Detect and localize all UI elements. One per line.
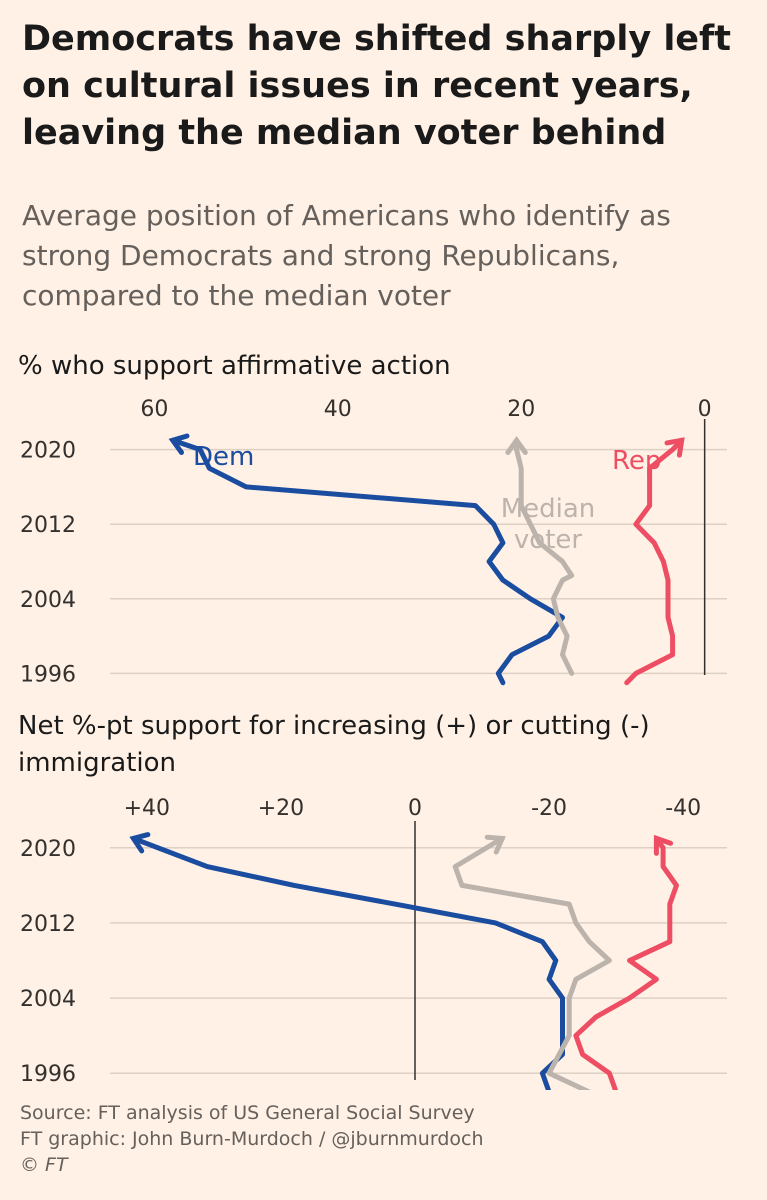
immigration-chart: 2020 2012 2004 1996 +40 +20 0 -20 -40	[20, 796, 727, 1090]
x-tick-label-40: +40	[124, 796, 170, 821]
series-line-dem	[130, 835, 565, 1090]
x-tick-label-60: 60	[140, 397, 168, 422]
series-arrowhead-median-voter	[505, 435, 528, 455]
series-label-rep: Rep	[612, 446, 661, 476]
series-arrowhead-dem	[168, 433, 190, 455]
affirmative-action-chart: 2020 2012 2004 1996 60 40 20 0 Dem Median voter Rep	[20, 397, 727, 687]
series-line-dem	[170, 437, 565, 686]
y-tick-label-2012: 2012	[20, 513, 76, 538]
x-tick-label-0: 0	[408, 796, 422, 821]
source-note: Source: FT analysis of US General Social…	[20, 1102, 475, 1124]
series-line-rep	[573, 835, 679, 1090]
series-arrowhead-rep	[664, 437, 685, 458]
x-tick-label-40neg: -40	[665, 796, 701, 821]
chart-subtitle: Average position of Americans who identi…	[22, 199, 671, 312]
series-arrowhead-rep	[653, 834, 674, 856]
x-tick-label-20neg: -20	[531, 796, 567, 821]
y-tick-label-2020: 2020	[20, 837, 76, 862]
y-tick-label-1996: 1996	[20, 662, 76, 687]
copyright: © FT	[20, 1154, 68, 1176]
series-label-median-voter: Median voter	[501, 494, 596, 555]
series-label-line: Median	[501, 494, 596, 524]
y-tick-label-2020: 2020	[20, 439, 76, 464]
x-tick-label-20: +20	[258, 796, 304, 821]
chart-title: Democrats have shifted sharply left on c…	[22, 19, 732, 153]
series-arrowhead-median-voter	[484, 834, 506, 855]
series-line-median-voter	[452, 835, 612, 1090]
y-tick-label-1996: 1996	[20, 1062, 76, 1087]
series-label-line: voter	[514, 525, 582, 555]
panel-title-affirmative-action: % who support affirmative action	[18, 351, 451, 381]
graphic-credit: FT graphic: John Burn-Murdoch / @jburnmu…	[20, 1128, 484, 1150]
x-tick-label-0: 0	[698, 397, 712, 422]
y-tick-label-2004: 2004	[20, 588, 76, 613]
x-tick-label-40: 40	[324, 397, 352, 422]
series-arrowhead-dem	[129, 832, 151, 854]
x-tick-label-20: 20	[507, 397, 535, 422]
footer: Source: FT analysis of US General Social…	[20, 1100, 750, 1178]
y-tick-label-2012: 2012	[20, 912, 76, 937]
series-label-dem: Dem	[193, 442, 254, 472]
series-line-rep	[624, 437, 685, 686]
y-tick-label-2004: 2004	[20, 987, 76, 1012]
panel-title-immigration: Net %-pt support for increasing (+) or c…	[18, 711, 650, 778]
series-line-median-voter	[514, 437, 575, 676]
